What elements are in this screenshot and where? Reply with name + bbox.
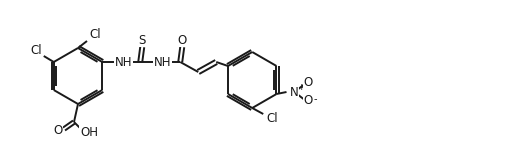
- Text: -: -: [313, 94, 317, 104]
- Text: O: O: [177, 33, 186, 46]
- Text: NH: NH: [115, 56, 132, 69]
- Text: +: +: [296, 82, 304, 91]
- Text: Cl: Cl: [266, 112, 277, 125]
- Text: Cl: Cl: [89, 28, 101, 42]
- Text: O: O: [303, 94, 313, 107]
- Text: NH: NH: [153, 55, 171, 69]
- Text: Cl: Cl: [30, 45, 41, 58]
- Text: S: S: [138, 33, 146, 46]
- Text: O: O: [53, 125, 63, 137]
- Text: O: O: [303, 76, 313, 89]
- Text: OH: OH: [80, 125, 98, 139]
- Text: N: N: [290, 85, 298, 98]
